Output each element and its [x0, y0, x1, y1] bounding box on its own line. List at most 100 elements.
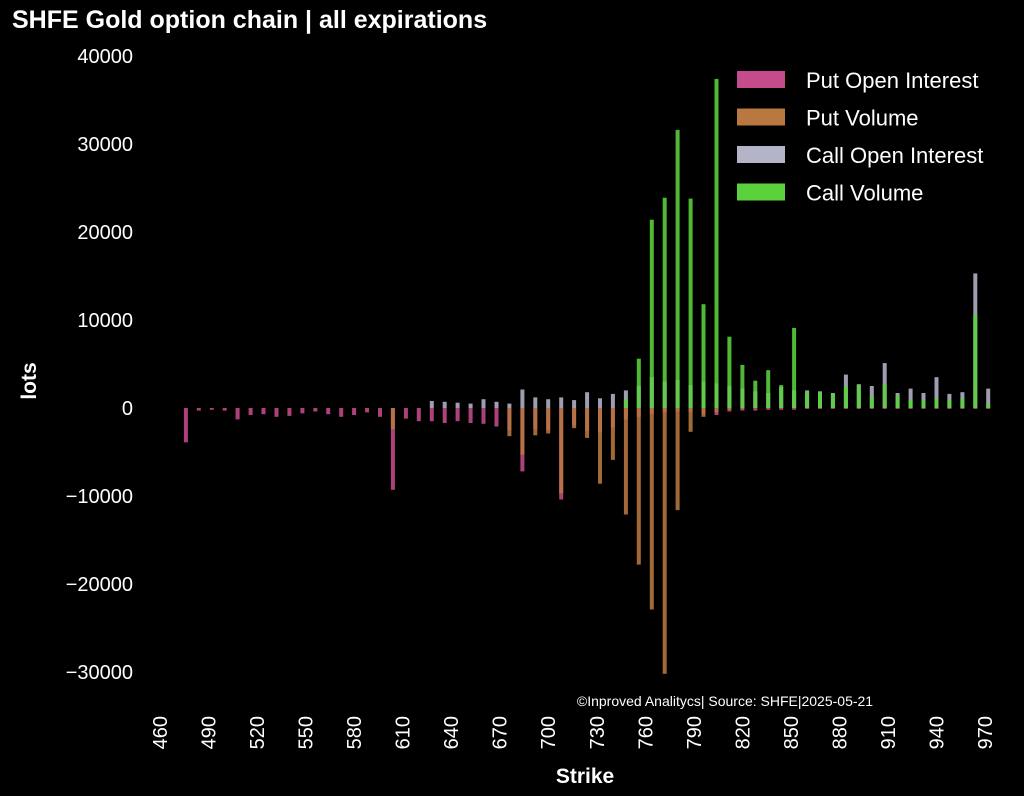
bar-put-open-interest-644: [455, 408, 460, 422]
bar-put-open-interest-564: [326, 408, 331, 415]
bar-put-open-interest-868: [818, 408, 822, 409]
bar-call-open-interest-740: [610, 393, 615, 408]
bar-call-volume-932: [921, 400, 926, 408]
legend-label-call-open-interest: Call Open Interest: [806, 143, 983, 168]
bar-put-open-interest-948: [947, 408, 952, 409]
bar-put-open-interest-532: [274, 408, 279, 417]
bar-call-volume-948: [947, 400, 952, 408]
bar-call-volume-900: [869, 396, 874, 408]
legend-label-put-open-interest: Put Open Interest: [806, 68, 978, 93]
bar-call-open-interest-644: [455, 402, 460, 408]
x-tick-550: 550: [296, 716, 318, 749]
x-axis-label: Strike: [556, 765, 614, 788]
bar-put-volume-788: [688, 408, 693, 432]
bar-put-open-interest-492: [209, 408, 214, 410]
bar-put-volume-748: [623, 408, 628, 515]
bar-call-open-interest-724: [585, 392, 590, 408]
bar-put-open-interest-932: [921, 408, 926, 409]
bar-put-volume-780: [675, 408, 680, 511]
bar-call-volume-892: [856, 385, 861, 408]
bar-call-open-interest-692: [533, 397, 538, 408]
bar-call-open-interest-972: [986, 388, 991, 408]
bar-put-open-interest-844: [779, 408, 784, 410]
bar-put-open-interest-860: [805, 408, 810, 409]
bar-put-open-interest-636: [442, 408, 447, 423]
source-annotation: ©Inproved Analitycs| Source: SHFE|2025-0…: [577, 693, 873, 709]
bar-put-open-interest-596: [378, 408, 382, 417]
bar-put-volume-740: [610, 408, 615, 460]
bar-put-open-interest-516: [248, 408, 253, 415]
bar-put-open-interest-820: [740, 408, 745, 411]
bar-put-volume-812: [727, 408, 732, 410]
bar-call-open-interest-716: [572, 400, 577, 408]
bar-call-volume-964: [973, 314, 978, 408]
bar-put-open-interest-484: [196, 408, 201, 411]
bar-put-volume-820: [740, 408, 745, 409]
legend-swatch-call-open-interest: [737, 146, 785, 163]
bar-call-volume-804: [714, 78, 719, 409]
x-tick-910: 910: [878, 716, 900, 749]
y-tick-40000: 40000: [77, 46, 133, 68]
x-tick-760: 760: [635, 716, 657, 749]
bar-call-open-interest-660: [481, 399, 486, 408]
legend-swatch-call-volume: [737, 183, 785, 201]
bars-group: [183, 78, 991, 674]
bar-put-open-interest-604: [390, 408, 395, 490]
y-tick--10000: −10000: [66, 486, 133, 508]
y-tick-labels: 40000 30000 20000 10000 0 −10000 −20000 −30000: [66, 46, 133, 684]
bar-call-open-interest-676: [507, 403, 512, 408]
x-tick-730: 730: [587, 716, 609, 749]
bar-call-open-interest-636: [442, 401, 447, 408]
bar-put-open-interest-836: [766, 408, 771, 410]
bar-call-volume-796: [701, 304, 706, 408]
bar-call-volume-844: [779, 385, 784, 408]
bar-put-open-interest-476: [183, 408, 188, 443]
bar-put-open-interest-828: [753, 408, 758, 411]
bar-call-volume-836: [766, 370, 771, 408]
bar-put-open-interest-884: [843, 408, 848, 409]
x-tick-790: 790: [684, 716, 706, 749]
bar-put-volume-756: [636, 408, 641, 565]
bar-call-volume-860: [805, 392, 810, 408]
bar-call-open-interest-652: [468, 403, 473, 408]
bar-put-open-interest-572: [339, 408, 344, 417]
bar-put-open-interest-900: [869, 408, 874, 409]
y-tick-20000: 20000: [77, 222, 133, 244]
bar-put-open-interest-620: [416, 408, 421, 422]
bar-call-volume-940: [934, 398, 939, 408]
legend-swatch-put-volume: [737, 108, 785, 126]
y-axis-label: lots: [18, 362, 41, 399]
bar-call-open-interest-940: [934, 377, 939, 408]
bar-put-open-interest-612: [403, 408, 408, 419]
bar-put-open-interest-524: [261, 408, 266, 415]
x-tick-labels: 460 490 520 550 580 610 640 670 700 730 760 790 820 8…: [150, 716, 997, 749]
legend: Put Open Interest Put Volume Call Open Int…: [737, 68, 983, 206]
bar-put-volume-716: [572, 408, 577, 429]
legend-label-put-volume: Put Volume: [806, 106, 919, 131]
bar-put-open-interest-972: [986, 408, 991, 409]
bar-put-volume-700: [546, 408, 551, 434]
bar-put-open-interest-548: [300, 408, 305, 414]
bar-call-open-interest-924: [908, 388, 913, 408]
bar-call-volume-916: [895, 395, 900, 408]
x-tick-880: 880: [829, 716, 851, 749]
bar-put-volume-772: [662, 408, 667, 674]
bar-put-open-interest-892: [856, 408, 861, 409]
y-tick-0: 0: [122, 398, 133, 420]
bar-call-volume-772: [662, 197, 667, 408]
bar-call-volume-828: [753, 380, 758, 408]
x-tick-670: 670: [490, 716, 512, 749]
bar-call-volume-788: [688, 198, 693, 408]
bar-call-volume-924: [908, 400, 913, 408]
legend-swatch-put-open-interest: [737, 71, 785, 88]
bar-put-open-interest-908: [882, 408, 887, 409]
bar-put-open-interest-940: [934, 408, 939, 409]
bar-put-open-interest-500: [222, 408, 227, 411]
chart-title: SHFE Gold option chain | all expirations: [12, 6, 488, 34]
x-tick-460: 460: [150, 716, 172, 749]
bar-put-volume-676: [507, 408, 512, 437]
bar-call-volume-868: [818, 392, 822, 408]
bar-put-open-interest-668: [494, 408, 499, 427]
bar-put-volume-732: [598, 408, 602, 484]
